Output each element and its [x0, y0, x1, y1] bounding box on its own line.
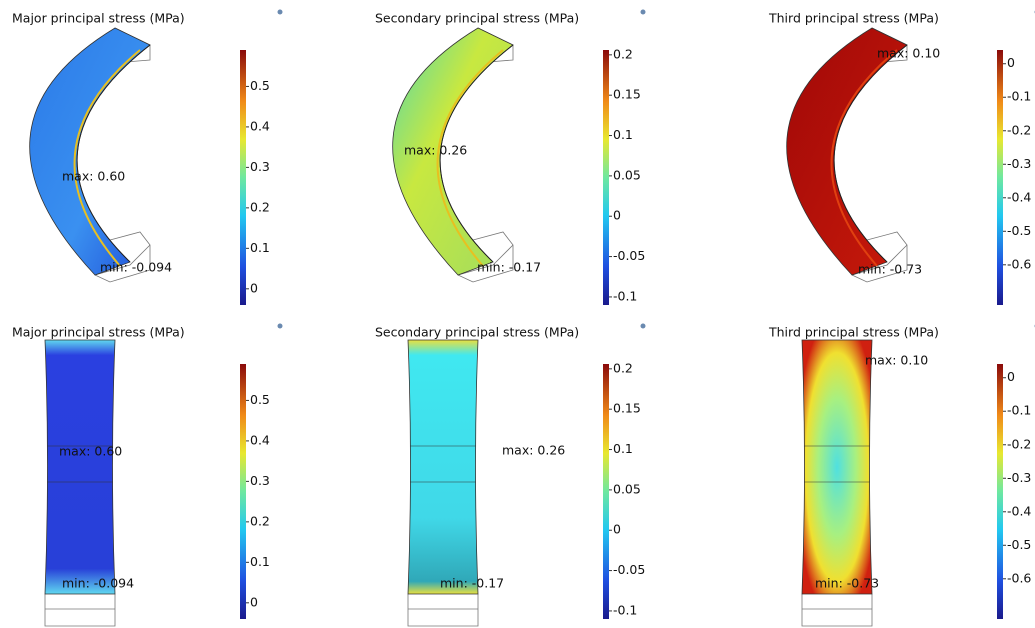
- colorbar-tick-label: -0.3: [1007, 156, 1031, 171]
- colorbar-tick-label: -0.05: [613, 562, 645, 577]
- colorbar-tick-label: -0.1: [1007, 89, 1031, 104]
- colorbar-tick-label: 0.2: [613, 46, 633, 61]
- colorbar: [603, 364, 609, 619]
- colorbar-tick-label: -0.6: [1007, 256, 1031, 271]
- colorbar-tick-label: 0.2: [250, 513, 270, 528]
- geometry: [802, 340, 872, 594]
- colorbar-tick-label: 0.15: [613, 87, 641, 102]
- min-label: min: -0.094: [62, 576, 134, 591]
- colorbar-tick-label: -0.1: [1007, 403, 1031, 418]
- min-label: min: -0.17: [477, 260, 541, 275]
- colorbar-tick-label: 0.4: [250, 118, 270, 133]
- panel-title: Major principal stress (MPa): [12, 11, 185, 26]
- colorbar: [240, 364, 246, 619]
- colorbar-tick-label: 0.1: [613, 127, 633, 142]
- colorbar: [603, 50, 609, 305]
- max-label: max: 0.26: [404, 143, 467, 158]
- colorbar-tick-label: -0.2: [1007, 436, 1031, 451]
- colorbar-tick-label: -0.1: [613, 602, 637, 617]
- colorbar-tick-label: -0.5: [1007, 537, 1031, 552]
- geometry: [408, 340, 478, 594]
- panel-title: Secondary principal stress (MPa): [375, 325, 579, 340]
- colorbar-tick-label: 0.2: [250, 199, 270, 214]
- colorbar: [997, 364, 1003, 619]
- axis-triad: [641, 324, 646, 329]
- figure: Major principal stress (MPa) max: 0.60 min…: [0, 0, 1035, 628]
- wireframe: [45, 594, 115, 626]
- colorbar-tick-label: 0: [250, 594, 258, 609]
- geometry: [45, 340, 115, 594]
- colorbar-tick-label: 0.5: [250, 392, 270, 407]
- max-label: max: 0.10: [877, 46, 940, 61]
- panel: Major principal stress (MPa) max: 0.60 min…: [12, 324, 283, 627]
- max-label: max: 0.26: [502, 443, 565, 458]
- axis-triad: [641, 10, 646, 15]
- colorbar-tick-label: 0.2: [613, 360, 633, 375]
- min-label: min: -0.094: [100, 260, 172, 275]
- colorbar-tick-label: 0.1: [613, 441, 633, 456]
- colorbar-tick-label: 0: [250, 280, 258, 295]
- max-label: max: 0.10: [865, 353, 928, 368]
- colorbar-tick-label: 0.3: [250, 159, 270, 174]
- axis-triad: [278, 324, 283, 329]
- colorbar-tick-label: -0.4: [1007, 503, 1031, 518]
- colorbar-tick-label: 0: [613, 522, 621, 537]
- wireframe: [802, 594, 872, 626]
- colorbar-tick-label: 0.1: [250, 240, 270, 255]
- min-label: min: -0.73: [815, 576, 879, 591]
- geometry: [30, 28, 150, 275]
- colorbar-tick-label: 0.3: [250, 473, 270, 488]
- colorbar-tick-label: 0: [1007, 369, 1015, 384]
- colorbar-tick-label: 0.5: [250, 78, 270, 93]
- colorbar-tick-label: 0: [613, 208, 621, 223]
- max-label: max: 0.60: [62, 169, 125, 184]
- colorbar-tick-label: 0.05: [613, 481, 641, 496]
- panel: Third principal stress (MPa) max: 0.10 min…: [768, 10, 1035, 306]
- panel-title: Third principal stress (MPa): [768, 11, 939, 26]
- colorbar-tick-label: -0.5: [1007, 223, 1031, 238]
- panel: Secondary principal stress (MPa) max: 0.2…: [375, 10, 646, 306]
- panel: Secondary principal stress (MPa) max: 0.2…: [375, 324, 646, 627]
- axis-triad: [278, 10, 283, 15]
- colorbar-tick-label: 0.05: [613, 167, 641, 182]
- min-label: min: -0.17: [440, 576, 504, 591]
- panel-title: Third principal stress (MPa): [768, 325, 939, 340]
- min-label: min: -0.73: [858, 262, 922, 277]
- colorbar: [240, 50, 246, 305]
- geometry: [787, 28, 907, 275]
- colorbar-tick-label: -0.1: [613, 288, 637, 303]
- colorbar-tick-label: -0.3: [1007, 470, 1031, 485]
- colorbar-tick-label: -0.6: [1007, 570, 1031, 585]
- colorbar-tick-label: 0.1: [250, 554, 270, 569]
- colorbar-tick-label: -0.2: [1007, 122, 1031, 137]
- colorbar-tick-label: 0: [1007, 55, 1015, 70]
- colorbar-tick-label: 0.4: [250, 432, 270, 447]
- colorbar: [997, 50, 1003, 305]
- panel: Third principal stress (MPa) max: 0.10 min…: [768, 324, 1035, 627]
- wireframe: [408, 594, 478, 626]
- colorbar-tick-label: 0.15: [613, 401, 641, 416]
- panel: Major principal stress (MPa) max: 0.60 min…: [12, 10, 283, 306]
- panel-title: Major principal stress (MPa): [12, 325, 185, 340]
- colorbar-tick-label: -0.4: [1007, 189, 1031, 204]
- colorbar-tick-label: -0.05: [613, 248, 645, 263]
- panel-title: Secondary principal stress (MPa): [375, 11, 579, 26]
- max-label: max: 0.60: [59, 444, 122, 459]
